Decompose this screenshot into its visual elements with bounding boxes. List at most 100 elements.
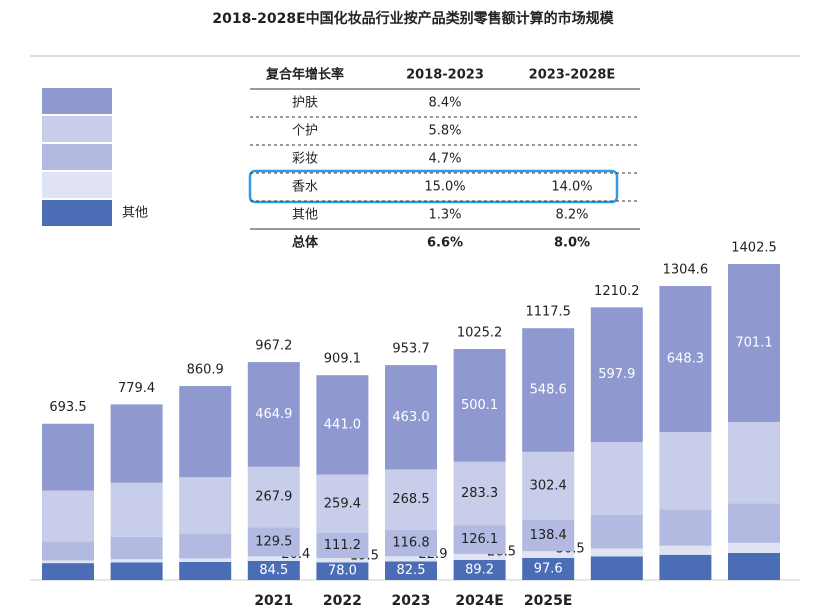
bar-segment [522, 519, 575, 552]
value-label: 441.0 [324, 417, 361, 432]
bar-segment [590, 442, 643, 515]
bar-segment [522, 558, 575, 580]
value-label: 84.5 [259, 563, 288, 578]
x-tick-label: 2025E [524, 593, 573, 609]
bar-segment [42, 560, 94, 564]
table-cell: 4.7% [428, 152, 461, 167]
bar-segment [42, 563, 94, 580]
bar-segment [522, 451, 575, 520]
bar-segment [728, 542, 780, 553]
table-cell: 8.2% [555, 208, 588, 223]
bar-segment [728, 264, 780, 422]
bar-segment [659, 545, 712, 555]
bar-segment [453, 559, 506, 580]
table-header: 复合年增长率 [265, 67, 344, 83]
bar-segment [247, 560, 300, 580]
bar-segment [247, 362, 300, 467]
bar-segment [316, 558, 369, 563]
legend-swatch [42, 200, 112, 226]
total-label: 953.7 [392, 342, 429, 357]
bar-segment [453, 553, 506, 560]
x-tick-label: 2024E [455, 593, 504, 609]
legend-swatch [42, 116, 112, 142]
value-label: 129.5 [255, 534, 292, 549]
value-label: 111.2 [324, 538, 361, 553]
table-cell: 8.0% [554, 236, 590, 251]
table-cell: 其他 [292, 208, 318, 223]
bar-segment [316, 532, 369, 559]
bar-segment [247, 466, 300, 528]
bar-segment [453, 349, 506, 462]
total-label: 1304.6 [663, 263, 709, 278]
total-label: 860.9 [187, 363, 224, 378]
bar-segment [247, 556, 300, 561]
table-cell: 15.0% [424, 180, 465, 195]
bar-segment [179, 558, 232, 562]
value-label: 267.9 [255, 490, 292, 505]
value-label: 268.5 [392, 492, 429, 507]
value-label: 648.3 [667, 352, 704, 367]
total-label: 1117.5 [525, 305, 571, 320]
bar-segment [659, 432, 712, 510]
bar-segment [590, 514, 643, 549]
value-label: 283.3 [461, 486, 498, 501]
legend-swatch [42, 144, 112, 170]
value-label: 259.4 [324, 496, 361, 511]
total-label: 779.4 [118, 381, 155, 396]
total-label: 1025.2 [457, 326, 503, 341]
highlight-box [248, 169, 619, 204]
value-label: 464.9 [255, 407, 292, 422]
bar-segment [659, 554, 712, 580]
legend-label: 其他 [122, 206, 148, 221]
total-label: 1402.5 [731, 241, 777, 256]
value-label: 116.8 [392, 536, 429, 551]
bar-segment [385, 469, 437, 530]
legend-swatch [42, 88, 112, 114]
bar-segment [385, 365, 437, 470]
bar-segment [110, 404, 163, 483]
bar-segment [590, 556, 643, 580]
bar-segment [110, 482, 163, 537]
table-cell: 彩妆 [292, 152, 318, 167]
bar-segment [659, 509, 712, 546]
bar-segment [522, 551, 575, 559]
bar-segment [42, 541, 94, 561]
bar-segment [179, 533, 232, 559]
bar-segment [453, 525, 506, 554]
bar-segment [659, 286, 712, 433]
table-cell: 6.6% [427, 236, 463, 251]
table-cell: 5.8% [428, 124, 461, 139]
value-label: 138.4 [530, 528, 567, 543]
total-label: 909.1 [324, 352, 361, 367]
value-label: 548.6 [530, 383, 567, 398]
table-cell: 总体 [292, 235, 319, 251]
total-label: 1210.2 [594, 284, 640, 299]
bar-segment [385, 556, 437, 562]
bar-segment [385, 529, 437, 557]
bar-segment [247, 527, 300, 557]
table-cell: 14.0% [551, 180, 592, 195]
value-label: 500.1 [461, 398, 498, 413]
total-label: 967.2 [255, 339, 292, 354]
bar-segment [316, 474, 369, 533]
bar-segment [179, 477, 232, 534]
bar-segment [728, 421, 780, 504]
bar-segment [590, 307, 643, 443]
x-tick-label: 2021 [254, 593, 293, 609]
bar-segment [522, 328, 575, 452]
bar-segment [316, 562, 369, 580]
bar-segment [728, 503, 780, 543]
table-header: 2018-2023 [406, 68, 484, 83]
bar-segment [42, 490, 94, 542]
value-label: 597.9 [598, 367, 635, 382]
bar-segment [385, 561, 437, 580]
table-cell: 个护 [292, 124, 318, 139]
value-label: 78.0 [328, 564, 357, 579]
bar-segment [728, 552, 780, 580]
table-cell: 8.4% [428, 96, 461, 111]
table-cell: 香水 [292, 180, 318, 195]
x-tick-label: 2023 [392, 593, 431, 609]
bar-segment [110, 562, 163, 580]
bar-segment [453, 461, 506, 526]
